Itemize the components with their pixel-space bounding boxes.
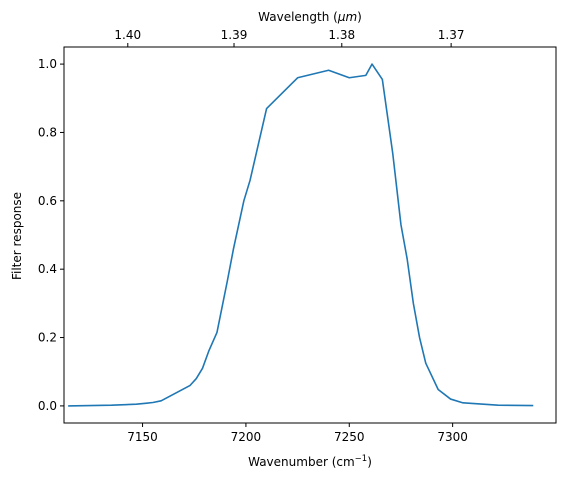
x-tick-label: 7200 <box>231 430 262 444</box>
y-tick-label: 0.2 <box>38 331 57 345</box>
x-axis-ticks: 7150 7200 7250 7300 <box>127 423 468 444</box>
y-tick-label: 0.4 <box>38 262 57 276</box>
top-tick-label: 1.37 <box>438 28 465 42</box>
filter-response-line <box>68 63 534 407</box>
y-axis-label: Filter response <box>10 192 24 280</box>
y-tick-label: 0.6 <box>38 194 57 208</box>
y-tick-label: 0.8 <box>38 125 57 139</box>
x-tick-label: 7300 <box>437 430 468 444</box>
y-axis-ticks: 0.0 0.2 0.4 0.6 0.8 1.0 <box>38 57 64 413</box>
y-tick-label: 0.0 <box>38 399 57 413</box>
x-tick-label: 7150 <box>127 430 158 444</box>
x-axis-label: Wavenumber (cm−1) <box>248 454 372 469</box>
top-tick-label: 1.39 <box>221 28 248 42</box>
y-tick-label: 1.0 <box>38 57 57 71</box>
top-axis-label: Wavelength (μm) <box>258 10 362 24</box>
plot-frame <box>63 46 557 424</box>
top-tick-label: 1.40 <box>114 28 141 42</box>
top-axis-ticks: 1.40 1.39 1.38 1.37 <box>114 28 464 47</box>
top-tick-label: 1.38 <box>328 28 355 42</box>
x-tick-label: 7250 <box>334 430 365 444</box>
